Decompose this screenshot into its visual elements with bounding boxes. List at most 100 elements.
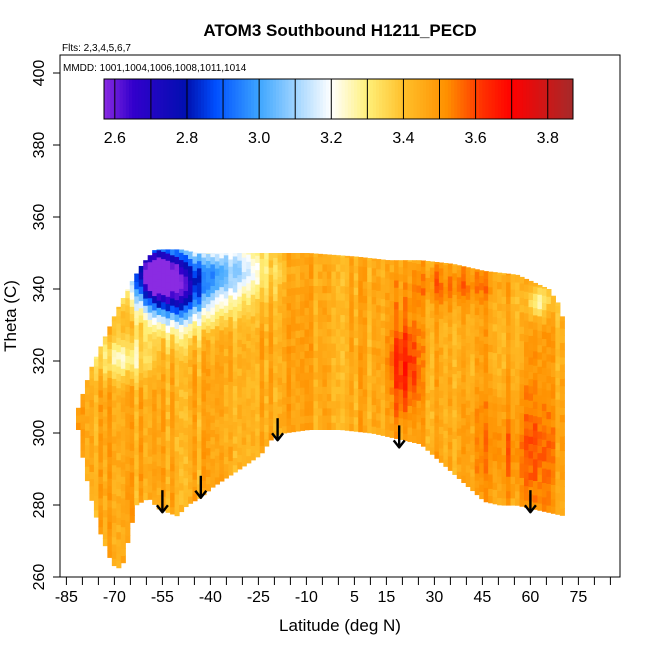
- heatmap-cell: [196, 418, 203, 427]
- heatmap-cell: [241, 422, 247, 431]
- heatmap-cell: [492, 345, 498, 354]
- heatmap-cell: [255, 253, 261, 256]
- heatmap-cell: [380, 262, 386, 271]
- heatmap-cell: [385, 328, 391, 337]
- heatmap-cell: [519, 412, 525, 421]
- heatmap-cell: [300, 401, 306, 410]
- heatmap-cell: [147, 484, 153, 493]
- colorbar-segment: [544, 79, 549, 119]
- heatmap-cell: [232, 392, 238, 401]
- heatmap-cell: [492, 374, 498, 382]
- heatmap-cell: [501, 368, 507, 376]
- heatmap-cell: [152, 446, 158, 455]
- heatmap-cell: [102, 451, 108, 460]
- heatmap-cell: [546, 440, 552, 448]
- heatmap-cell: [161, 431, 167, 440]
- heatmap-cell: [102, 351, 108, 359]
- heatmap-cell: [192, 486, 198, 495]
- colorbar-segment: [332, 79, 336, 119]
- heatmap-cell: [479, 448, 485, 456]
- x-tick-label: -10: [295, 589, 318, 606]
- heatmap-cell: [223, 420, 229, 429]
- heatmap-cell: [98, 382, 104, 391]
- heatmap-cell: [129, 342, 135, 351]
- heatmap-cell: [170, 492, 176, 501]
- colorbar-segment: [519, 79, 524, 119]
- heatmap-cell: [295, 416, 301, 425]
- heatmap-cell: [447, 398, 453, 407]
- heatmap-cell: [134, 353, 140, 362]
- heatmap-cell: [156, 264, 162, 272]
- heatmap-cell: [138, 358, 144, 366]
- heatmap-cell: [255, 355, 261, 364]
- heatmap-cell: [403, 332, 409, 341]
- heatmap-cell: [93, 502, 99, 511]
- heatmap-cell: [255, 305, 261, 314]
- heatmap-cell: [461, 323, 467, 332]
- heatmap-cell: [134, 447, 140, 455]
- heatmap-cell: [232, 421, 238, 430]
- heatmap-cell: [286, 288, 292, 296]
- heatmap-cell: [174, 299, 180, 308]
- heatmap-cell: [286, 388, 292, 397]
- heatmap-cell: [461, 424, 467, 433]
- heatmap-cell: [483, 480, 489, 488]
- heatmap-cell: [125, 484, 131, 493]
- heatmap-cell: [349, 322, 355, 331]
- heatmap-cell: [232, 435, 238, 444]
- heatmap-cell: [232, 385, 238, 394]
- heatmap-cell: [447, 326, 453, 335]
- heatmap-cell: [214, 253, 220, 255]
- heatmap-cell: [340, 292, 346, 301]
- heatmap-cell: [228, 453, 234, 462]
- heatmap-cell: [125, 326, 131, 335]
- heatmap-cell: [371, 332, 377, 341]
- heatmap-cell: [116, 452, 122, 461]
- heatmap-cell: [152, 331, 158, 340]
- heatmap-cell: [255, 391, 261, 400]
- heatmap-cell: [420, 323, 427, 332]
- heatmap-cell: [461, 266, 467, 275]
- heatmap-cell: [510, 433, 516, 441]
- heatmap-cell: [510, 440, 516, 448]
- heatmap-cell: [488, 430, 494, 439]
- heatmap-cell: [403, 260, 409, 269]
- heatmap-cell: [479, 368, 485, 377]
- heatmap-cell: [443, 329, 449, 338]
- heatmap-cell: [223, 398, 229, 407]
- heatmap-cell: [550, 419, 556, 428]
- heatmap-cell: [237, 404, 243, 412]
- heatmap-cell: [559, 349, 565, 358]
- heatmap-cell: [398, 367, 404, 376]
- heatmap-cell: [456, 298, 462, 307]
- heatmap-cell: [541, 374, 547, 383]
- heatmap-cell: [326, 371, 332, 380]
- heatmap-cell: [76, 422, 82, 430]
- heatmap-cell: [129, 457, 135, 466]
- heatmap-cell: [474, 285, 480, 294]
- heatmap-cell: [308, 350, 315, 358]
- heatmap-cell: [116, 330, 122, 338]
- heatmap-cell: [232, 253, 238, 257]
- heatmap-cell: [277, 254, 283, 263]
- heatmap-cell: [313, 379, 319, 387]
- heatmap-cell: [201, 422, 207, 431]
- heatmap-cell: [250, 358, 256, 367]
- heatmap-cell: [353, 287, 359, 295]
- colorbar-segment: [363, 79, 368, 119]
- heatmap-cell: [506, 497, 512, 506]
- heatmap-cell: [353, 323, 359, 331]
- heatmap-cell: [394, 416, 400, 425]
- heatmap-cell: [438, 303, 444, 312]
- heatmap-cell: [143, 334, 149, 342]
- heatmap-cell: [501, 447, 507, 456]
- heatmap-cell: [196, 404, 203, 413]
- heatmap-cell: [501, 483, 507, 492]
- heatmap-cell: [273, 343, 279, 352]
- y-tick-label: 380: [31, 132, 48, 159]
- flights-label: Flts: 2,3,4,5,6,7: [62, 43, 131, 54]
- heatmap-cell: [152, 309, 158, 318]
- heatmap-cell: [179, 259, 185, 268]
- heatmap-cell: [456, 370, 462, 379]
- heatmap-cell: [143, 260, 149, 263]
